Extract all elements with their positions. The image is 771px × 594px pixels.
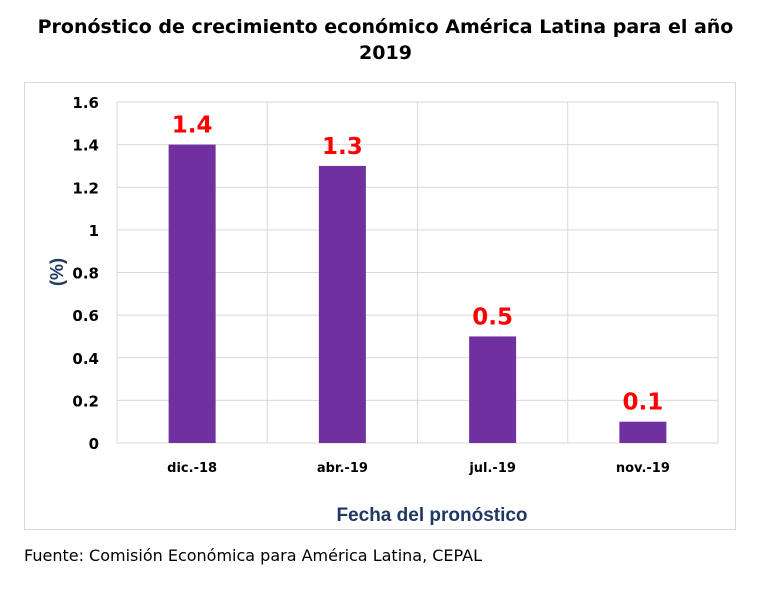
y-tick-label: 0 xyxy=(89,435,99,453)
y-axis-title: (%) xyxy=(47,258,67,286)
data-label: 1.3 xyxy=(322,134,363,160)
chart-frame xyxy=(24,82,736,530)
bar xyxy=(168,144,216,443)
y-tick-label: 1.4 xyxy=(72,137,99,155)
y-tick-label: 1 xyxy=(89,222,99,240)
chart-title-line1: Pronóstico de crecimiento económico Amér… xyxy=(37,16,734,38)
chart-title-line2: 2019 xyxy=(359,42,412,64)
source-note: Fuente: Comisión Económica para América … xyxy=(24,546,483,565)
y-tick-label: 1.6 xyxy=(72,94,99,112)
data-label: 0.1 xyxy=(623,390,664,416)
y-tick-label: 1.2 xyxy=(72,179,99,197)
data-label: 1.4 xyxy=(172,113,213,139)
x-tick-label: nov.-19 xyxy=(616,461,670,476)
bar xyxy=(619,421,667,443)
x-tick-label: jul.-19 xyxy=(468,461,516,476)
chart-title: Pronóstico de crecimiento económico Amér… xyxy=(0,14,771,66)
y-tick-label: 0.8 xyxy=(72,265,99,283)
x-axis-title: Fecha del pronóstico xyxy=(336,505,527,526)
x-tick-label: dic.-18 xyxy=(167,461,217,476)
data-label: 0.5 xyxy=(472,304,513,330)
bar xyxy=(469,336,517,443)
bar xyxy=(318,165,366,443)
y-tick-label: 0.6 xyxy=(72,307,99,325)
y-tick-label: 0.4 xyxy=(72,350,99,368)
x-tick-label: abr.-19 xyxy=(317,461,368,476)
y-tick-label: 0.2 xyxy=(72,392,99,410)
